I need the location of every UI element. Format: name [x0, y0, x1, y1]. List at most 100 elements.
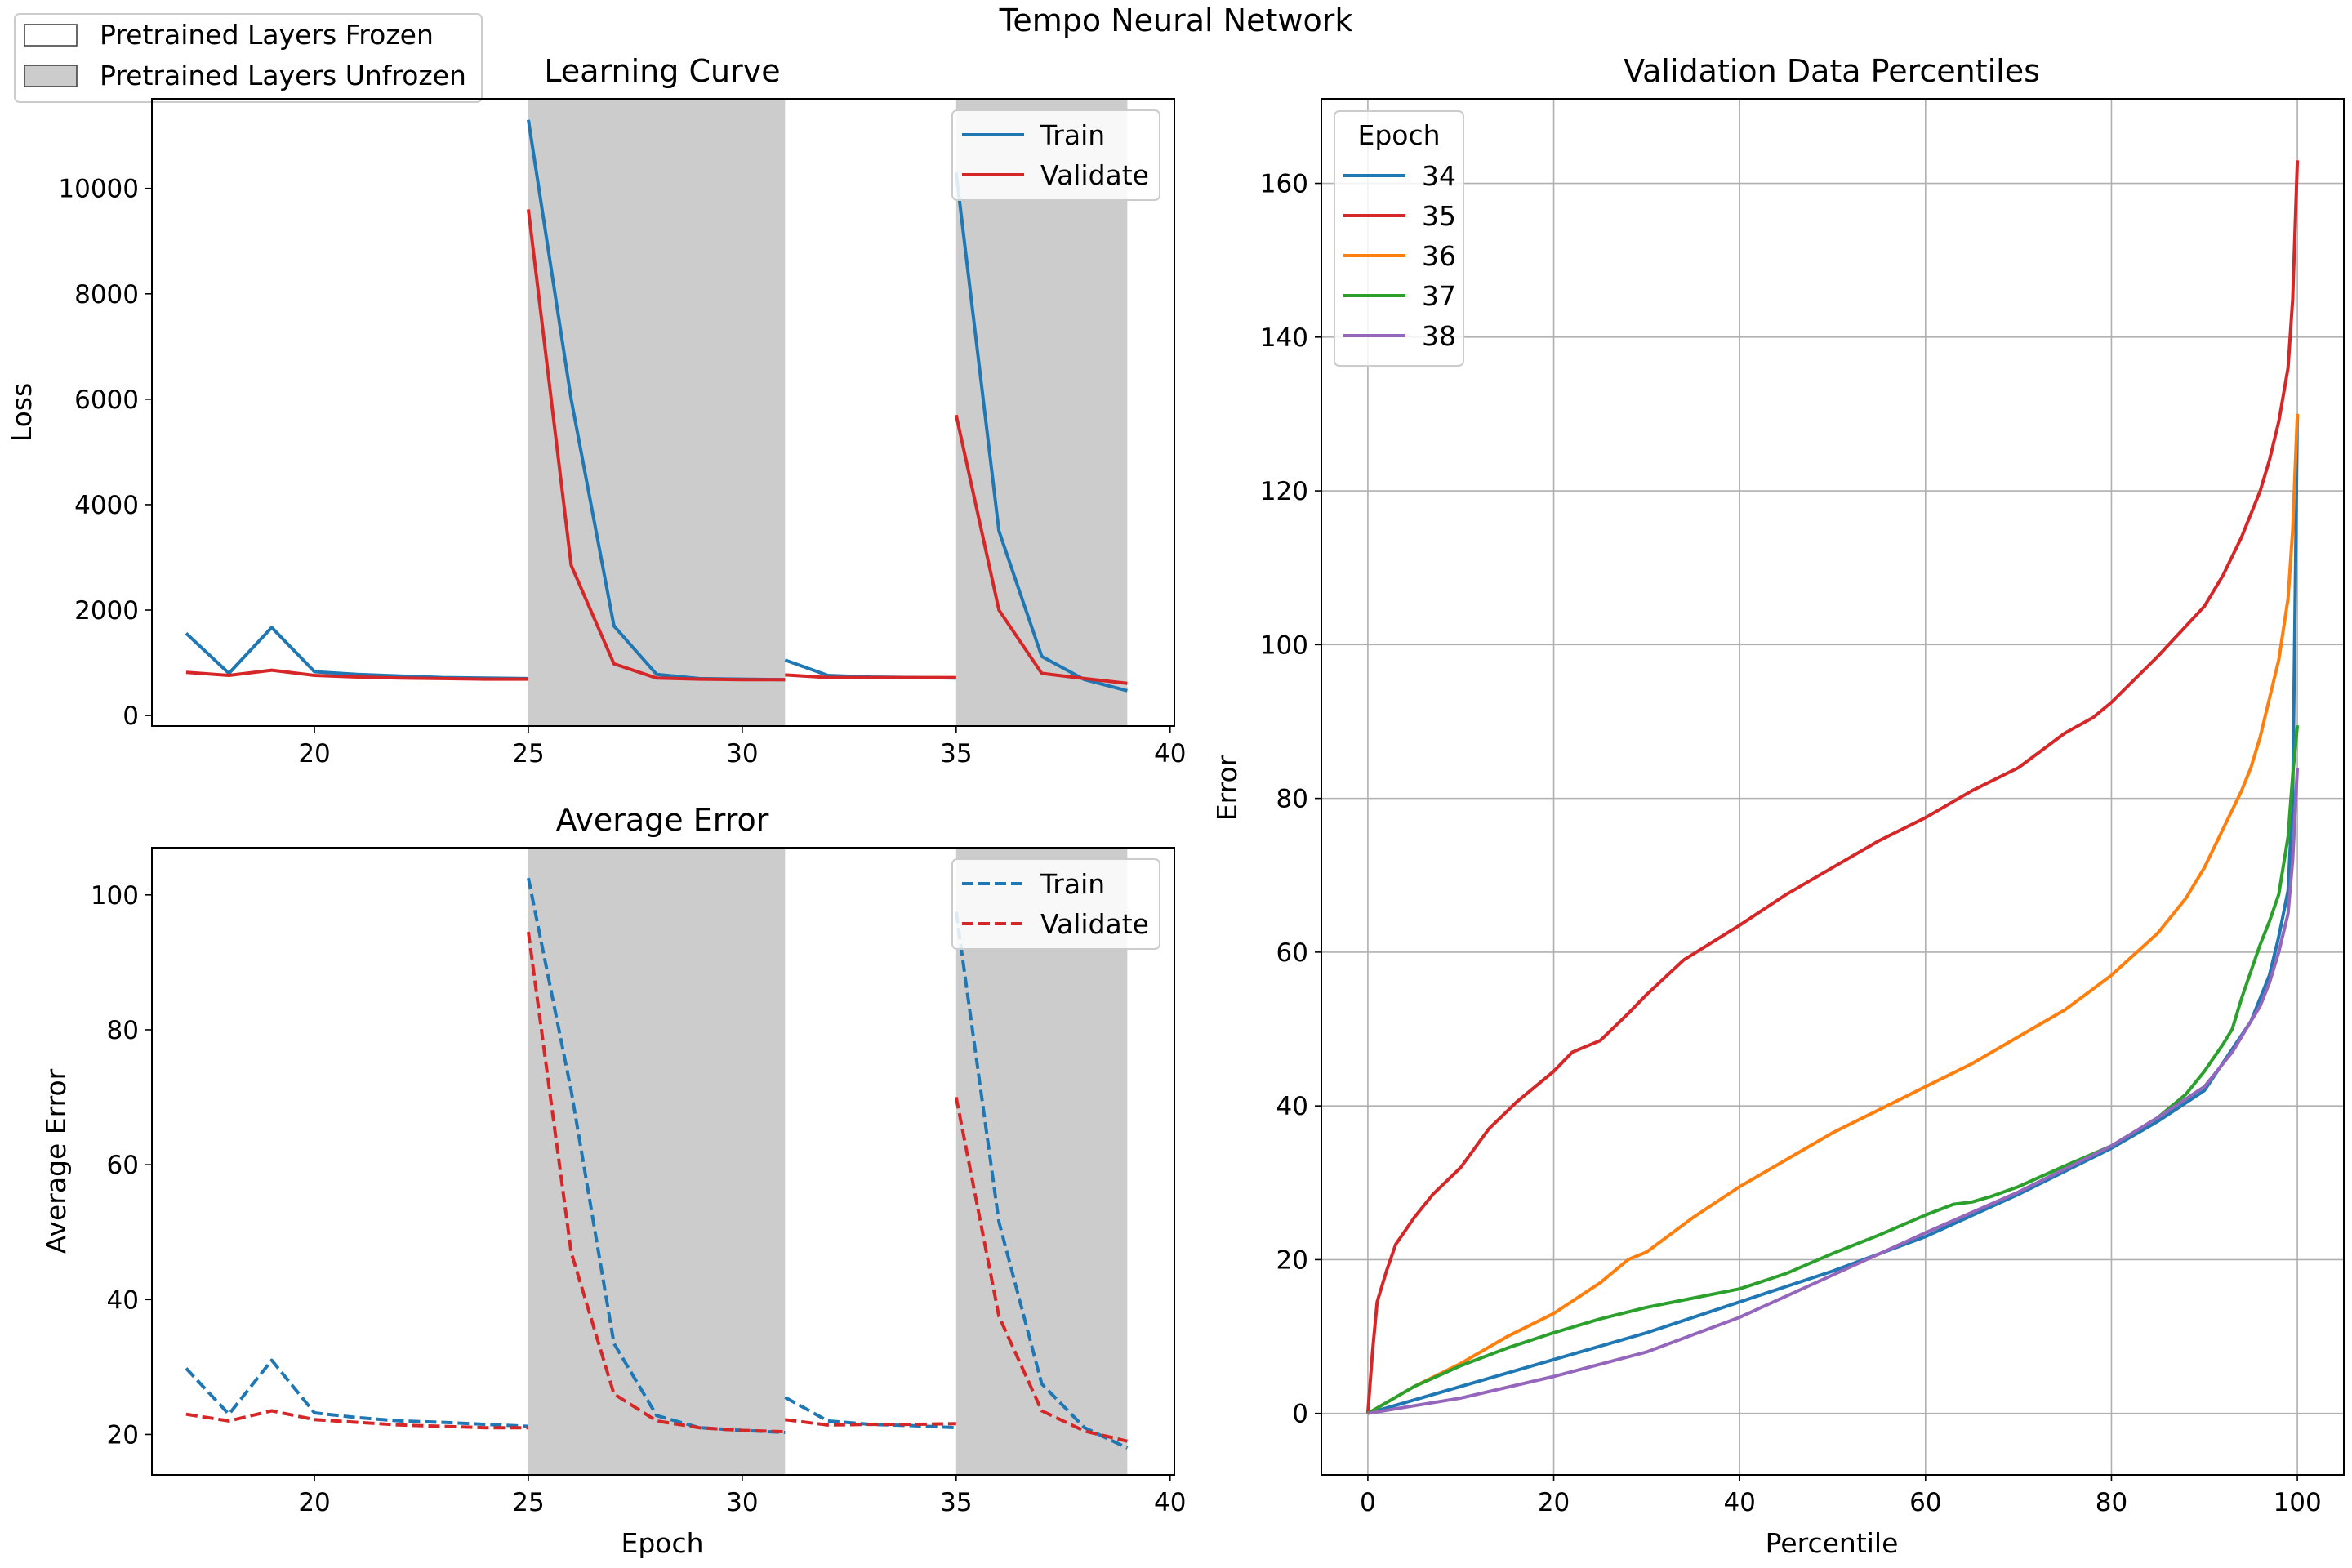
- average-error-xtick-label-40: 40: [1154, 1488, 1186, 1517]
- percentiles-ytick-label-80: 80: [1276, 785, 1308, 814]
- average-error-axes-frame: [151, 847, 1175, 1476]
- average-error-ytick-label-80: 80: [107, 1016, 139, 1045]
- learning-curve-legend: Train Validate: [951, 109, 1160, 201]
- average-error-series-validate-line-0: [185, 1409, 528, 1430]
- percentiles-axes-frame: [1321, 98, 2345, 1476]
- learning-curve-xtick-label-30: 30: [726, 739, 758, 768]
- percentiles-series-35-line-0: [1365, 160, 2300, 1414]
- average-error-series-train-line-0: [185, 1358, 529, 1428]
- percentiles-series-34-line-0: [1367, 413, 2300, 1415]
- percentiles-series-36-line-0: [1366, 413, 2300, 1415]
- percentiles-ytick-label-20: 20: [1276, 1245, 1308, 1275]
- learning-curve-shade-region-0: [528, 99, 786, 726]
- percentiles-ytick-label-160: 160: [1260, 170, 1308, 199]
- percentiles-ytick-label-140: 140: [1260, 323, 1308, 353]
- learning-curve-axes-frame: [151, 98, 1175, 727]
- percentiles-xtick-label-60: 60: [1909, 1488, 1941, 1517]
- average-error-series-train-line-3: [954, 911, 1129, 1450]
- learning-curve-ytick-label-4000: 4000: [74, 491, 139, 520]
- learning-curve-ylabel: Loss: [6, 383, 38, 442]
- average-error-ytick-label-40: 40: [107, 1285, 139, 1315]
- percentiles-xtick-label-40: 40: [1723, 1488, 1755, 1517]
- learning-curve-lines: [185, 119, 1128, 693]
- percentiles-ytick-label-0: 0: [1292, 1400, 1308, 1429]
- average-error-legend-frame: [951, 858, 1160, 950]
- legend-label-validate-dashed: Validate: [1040, 908, 1149, 940]
- learning-curve-series-validate-line-2: [785, 673, 956, 679]
- percentiles-legend: Epoch 34 35 36 37 38: [1334, 110, 1464, 367]
- average-error-shaded-regions: [528, 848, 1128, 1475]
- percentiles-ylabel: Error: [1211, 755, 1243, 821]
- percentiles-xtick-label-80: 80: [2096, 1488, 2127, 1517]
- learning-curve-panel: Learning Curve 20 25 30 35 40 0 2000 4000 6000 80…: [6, 53, 1186, 768]
- learning-curve-series-validate-line-3: [954, 414, 1128, 685]
- percentiles-legend-title: Epoch: [1357, 119, 1440, 151]
- average-error-xtick-label-30: 30: [726, 1488, 758, 1517]
- legend-label-epoch-38: 38: [1422, 320, 1456, 352]
- learning-curve-legend-frame: [951, 109, 1160, 201]
- average-error-title: Average Error: [556, 802, 769, 838]
- legend-label-train: Train: [1040, 119, 1105, 151]
- average-error-xtick-label-25: 25: [512, 1488, 544, 1517]
- average-error-xlabel: Epoch: [621, 1527, 703, 1559]
- average-error-panel: Average Error 20 25 30 35 40 20 40 60 80 100 Epoc…: [40, 802, 1186, 1559]
- legend-label-epoch-36: 36: [1422, 240, 1456, 272]
- legend-label-epoch-37: 37: [1422, 280, 1456, 312]
- percentiles-xtick-label-0: 0: [1360, 1488, 1376, 1517]
- learning-curve-ytick-label-0: 0: [122, 702, 139, 731]
- learning-curve-shaded-regions: [528, 99, 1128, 726]
- learning-curve-series-validate-line-0: [185, 668, 528, 681]
- learning-curve-title: Learning Curve: [544, 53, 780, 89]
- average-error-series-validate-line-3: [954, 1097, 1128, 1443]
- learning-curve-xtick-label-40: 40: [1154, 739, 1186, 768]
- percentiles-xtick-label-100: 100: [2274, 1488, 2322, 1517]
- learning-curve-xtick-label-20: 20: [298, 739, 330, 768]
- average-error-series-validate-line-1: [527, 931, 786, 1434]
- learning-curve-series-validate-line-1: [527, 209, 786, 682]
- average-error-ylabel: Average Error: [40, 1068, 72, 1254]
- average-error-ytick-label-60: 60: [107, 1151, 139, 1180]
- figure-legend-frame: [14, 13, 483, 103]
- average-error-ytick-label-100: 100: [91, 881, 139, 911]
- average-error-lines: [185, 877, 1129, 1450]
- legend-label-validate: Validate: [1040, 159, 1149, 191]
- average-error-shade-region-0: [528, 848, 786, 1475]
- percentiles-ytick-label-100: 100: [1260, 630, 1308, 660]
- percentiles-series-38-line-0: [1367, 767, 2300, 1415]
- average-error-ytick-label-20: 20: [107, 1420, 139, 1450]
- average-error-ticks: 20 25 30 35 40 20 40 60 80 100: [91, 881, 1187, 1517]
- legend-label-epoch-35: 35: [1422, 200, 1456, 232]
- learning-curve-series-train-line-3: [954, 172, 1128, 693]
- learning-curve-ticks: 20 25 30 35 40 0 2000 4000 6000 8000 10000: [58, 175, 1186, 768]
- percentiles-ytick-label-40: 40: [1276, 1092, 1308, 1121]
- average-error-legend: Train Validate: [951, 858, 1160, 950]
- legend-label-train-dashed: Train: [1040, 868, 1105, 900]
- legend-swatch-frozen: [24, 24, 78, 47]
- average-error-xtick-label-20: 20: [298, 1488, 330, 1517]
- percentiles-series-37-line-0: [1366, 725, 2300, 1415]
- learning-curve-ytick-label-6000: 6000: [74, 385, 139, 415]
- average-error-series-validate-line-2: [785, 1418, 956, 1427]
- figure-suptitle: Tempo Neural Network: [999, 2, 1353, 38]
- percentiles-ytick-label-60: 60: [1276, 938, 1308, 968]
- learning-curve-ytick-label-2000: 2000: [74, 596, 139, 626]
- percentiles-xtick-label-20: 20: [1538, 1488, 1570, 1517]
- percentiles-grid: [1321, 99, 2344, 1475]
- percentiles-panel: Validation Data Percentiles 0 20 40 60 80 100…: [1211, 53, 2345, 1559]
- average-error-xtick-label-35: 35: [940, 1488, 972, 1517]
- legend-label-unfrozen: Pretrained Layers Unfrozen: [100, 60, 466, 91]
- learning-curve-xtick-label-35: 35: [940, 739, 972, 768]
- average-error-shade-region-1: [956, 848, 1128, 1475]
- learning-curve-ytick-label-8000: 8000: [74, 280, 139, 310]
- learning-curve-xtick-label-25: 25: [512, 739, 544, 768]
- learning-curve-series-train-line-0: [185, 626, 529, 680]
- legend-label-epoch-34: 34: [1422, 160, 1456, 192]
- percentiles-lines: [1365, 160, 2300, 1415]
- percentiles-ytick-label-120: 120: [1260, 477, 1308, 506]
- legend-label-frozen: Pretrained Layers Frozen: [100, 19, 434, 51]
- learning-curve-ytick-label-10000: 10000: [58, 175, 139, 204]
- legend-swatch-unfrozen: [24, 65, 78, 87]
- percentiles-title: Validation Data Percentiles: [1624, 53, 2040, 89]
- percentiles-ticks: 0 20 40 60 80 100 0 20 40 60 80 100 120 140 160: [1260, 170, 2322, 1517]
